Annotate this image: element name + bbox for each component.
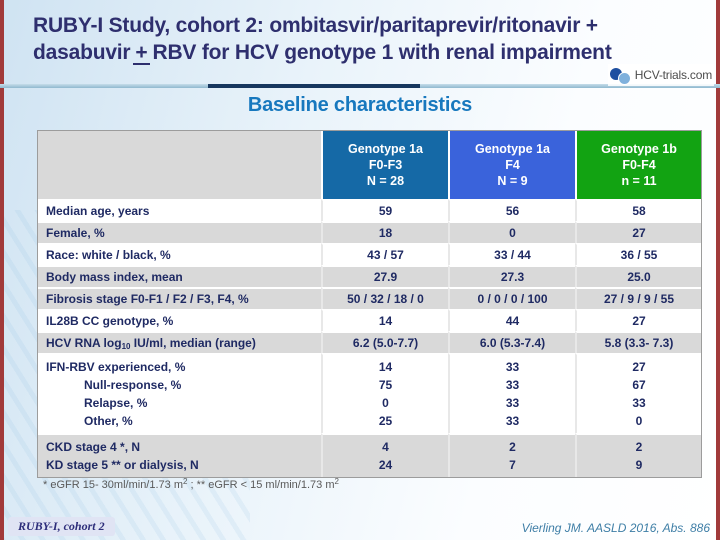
row-value: 18: [321, 221, 448, 243]
plus-minus-symbol: +: [133, 41, 150, 65]
row-value: 0 / 0 / 0 / 100: [448, 287, 575, 309]
row-value: 56: [448, 199, 575, 221]
pill-icon: [609, 67, 631, 85]
row-value: 27 / 9 / 9 / 55: [575, 287, 701, 309]
row-value: 58: [575, 199, 701, 221]
table-header-cell: Genotype 1a F0-F3 N = 28: [321, 131, 448, 199]
row-value: 25.0: [575, 265, 701, 287]
row-value: 50 / 32 / 18 / 0: [321, 287, 448, 309]
table-row: CKD stage 4 *, N KD stage 5 ** or dialysi…: [38, 433, 701, 477]
footer-study-label: RUBY-I, cohort 2: [8, 517, 115, 536]
row-value: 27 67 33 0: [575, 353, 701, 433]
row-label: IL28B CC genotype, %: [38, 309, 321, 331]
footnote: * eGFR 15- 30ml/min/1.73 m2 ; ** eGFR < …: [43, 477, 339, 491]
table-row: Female, % 18 0 27: [38, 221, 701, 243]
table-row: HCV RNA log10 IU/ml, median (range) 6.2 (…: [38, 331, 701, 353]
divider-line: [0, 84, 720, 88]
row-value: 33 / 44: [448, 243, 575, 265]
row-value: 4 24: [321, 433, 448, 477]
right-edge-strip: [716, 0, 720, 540]
row-value: 44: [448, 309, 575, 331]
slide-title: RUBY-I Study, cohort 2: ombitasvir/parit…: [33, 12, 709, 66]
divider-accent-segment: [208, 84, 420, 88]
row-label: HCV RNA log10 IU/ml, median (range): [38, 331, 321, 353]
row-label: Female, %: [38, 221, 321, 243]
section-heading: Baseline characteristics: [247, 94, 473, 116]
row-value: 5.8 (3.3- 7.3): [575, 331, 701, 353]
row-label: Median age, years: [38, 199, 321, 221]
row-value: 59: [321, 199, 448, 221]
row-value: 27: [575, 309, 701, 331]
table-row: Median age, years 59 56 58: [38, 199, 701, 221]
table-row: Race: white / black, % 43 / 57 33 / 44 36 /…: [38, 243, 701, 265]
row-value: 33 33 33 33: [448, 353, 575, 433]
hcv-trials-logo: HCV-trials.com: [607, 64, 714, 86]
table-row: Fibrosis stage F0-F1 / F2 / F3, F4, % 50 …: [38, 287, 701, 309]
row-value: 6.2 (5.0-7.7): [321, 331, 448, 353]
row-value: 27.3: [448, 265, 575, 287]
footer-citation: Vierling JM. AASLD 2016, Abs. 886: [521, 521, 710, 535]
row-label: Race: white / black, %: [38, 243, 321, 265]
row-value: 0: [448, 221, 575, 243]
row-value: 6.0 (5.3-7.4): [448, 331, 575, 353]
row-label: Fibrosis stage F0-F1 / F2 / F3, F4, %: [38, 287, 321, 309]
title-line1: RUBY-I Study, cohort 2: ombitasvir/parit…: [33, 14, 598, 37]
row-value: 27: [575, 221, 701, 243]
table-row: Body mass index, mean 27.9 27.3 25.0: [38, 265, 701, 287]
baseline-characteristics-table: Genotype 1a F0-F3 N = 28 Genotype 1a F4 N = 9…: [37, 130, 702, 478]
row-label: IFN-RBV experienced, % Null-response, % Re…: [38, 353, 321, 433]
left-edge-strip: [0, 0, 4, 540]
row-label: Body mass index, mean: [38, 265, 321, 287]
table-row: IFN-RBV experienced, % Null-response, % Re…: [38, 353, 701, 433]
table-corner-cell: [38, 131, 321, 199]
table-header-cell: Genotype 1b F0-F4 n = 11: [575, 131, 701, 199]
row-value: 14 75 0 25: [321, 353, 448, 433]
row-value: 43 / 57: [321, 243, 448, 265]
row-value: 36 / 55: [575, 243, 701, 265]
row-value: 27.9: [321, 265, 448, 287]
row-value: 14: [321, 309, 448, 331]
table-header-cell: Genotype 1a F4 N = 9: [448, 131, 575, 199]
title-line2: dasabuvir + RBV for HCV genotype 1 with re…: [33, 41, 612, 65]
row-label: CKD stage 4 *, N KD stage 5 ** or dialysi…: [38, 433, 321, 477]
table-row: IL28B CC genotype, % 14 44 27: [38, 309, 701, 331]
logo-text: HCV-trials.com: [634, 68, 712, 82]
